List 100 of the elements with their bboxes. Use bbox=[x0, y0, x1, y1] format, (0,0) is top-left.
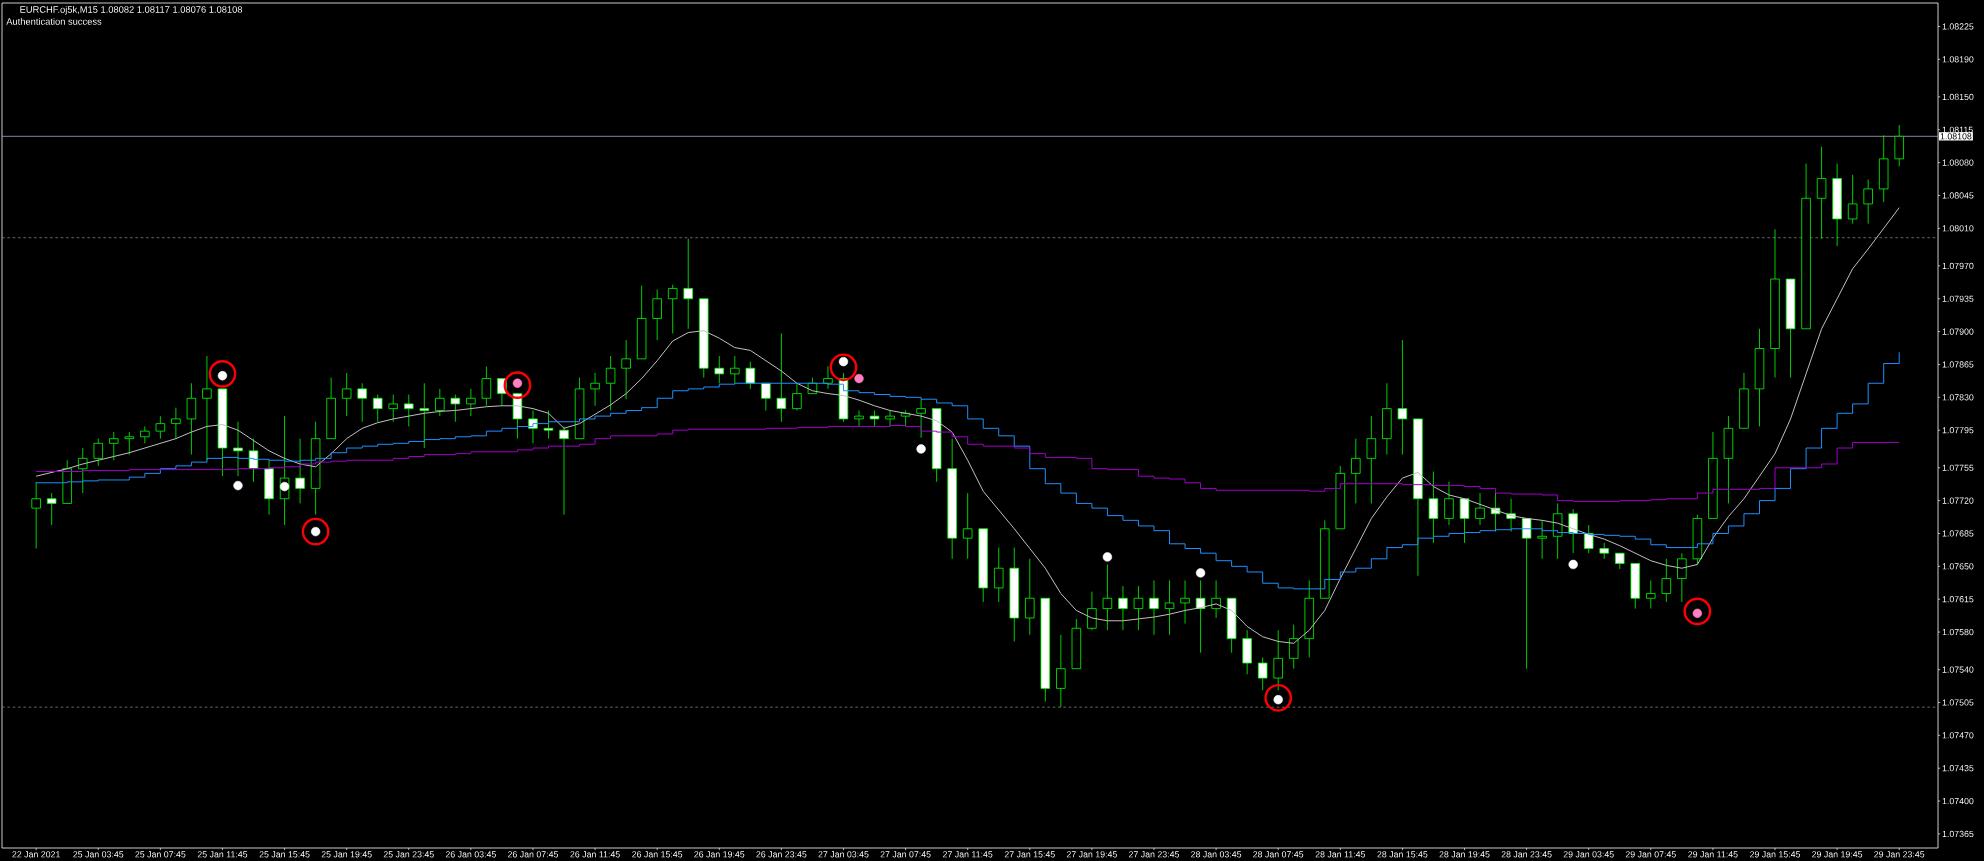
candlestick bbox=[372, 394, 383, 423]
candlestick bbox=[559, 426, 569, 516]
candlestick bbox=[186, 382, 197, 455]
candlestick bbox=[1739, 372, 1749, 429]
point bbox=[838, 356, 849, 367]
candlestick bbox=[1646, 580, 1656, 609]
candlestick bbox=[699, 298, 709, 379]
candlestick bbox=[1195, 580, 1206, 654]
x-tick-label: 25 Jan 11:45 bbox=[197, 851, 248, 858]
candlestick bbox=[1754, 328, 1765, 427]
candlestick bbox=[869, 410, 880, 427]
y-tick-label: 1.08045 bbox=[1942, 192, 1974, 199]
x-tick-label: 27 Jan 11:45 bbox=[943, 851, 993, 858]
candlestick bbox=[605, 355, 616, 411]
candlestick bbox=[1894, 124, 1904, 167]
candlestick bbox=[574, 377, 585, 440]
y-tick-label: 1.07470 bbox=[1942, 732, 1974, 739]
candlestick bbox=[1149, 580, 1159, 636]
candlestick bbox=[1397, 339, 1408, 455]
x-tick-label: 27 Jan 19:45 bbox=[1066, 851, 1117, 858]
point bbox=[854, 373, 864, 384]
x-tick-label: 26 Jan 23:45 bbox=[756, 851, 807, 858]
x-tick-label: 29 Jan 11:45 bbox=[1688, 851, 1738, 858]
x-tick-label: 27 Jan 23:45 bbox=[1128, 851, 1180, 858]
y-tick-label: 1.07580 bbox=[1942, 628, 1974, 636]
x-tick-label: 25 Jan 07:45 bbox=[135, 851, 186, 858]
x-tick-label: 26 Jan 15:45 bbox=[632, 851, 683, 858]
candlestick bbox=[730, 355, 740, 384]
candlestick bbox=[140, 426, 150, 444]
point bbox=[916, 444, 926, 454]
candlestick bbox=[885, 410, 895, 427]
candlestick bbox=[1071, 618, 1082, 670]
y-tick-label: 1.07795 bbox=[1942, 427, 1974, 434]
candlestick bbox=[1568, 508, 1578, 554]
candlestick bbox=[326, 377, 336, 440]
x-tick-label: 28 Jan 23:45 bbox=[1501, 851, 1552, 858]
y-tick-label: 1.08115 bbox=[1942, 126, 1973, 133]
x-tick-label: 26 Jan 11:45 bbox=[570, 851, 620, 858]
candlestick bbox=[1583, 524, 1594, 554]
candlestick bbox=[745, 361, 756, 390]
candlestick bbox=[404, 394, 414, 427]
candlestick bbox=[357, 382, 367, 423]
y-tick-label: 1.07400 bbox=[1942, 797, 1974, 805]
candlestick bbox=[419, 382, 430, 449]
candlestick bbox=[1878, 134, 1889, 203]
candlestick bbox=[1056, 634, 1066, 708]
candlestick bbox=[295, 438, 305, 504]
y-tick-label: 1.07650 bbox=[1942, 563, 1974, 570]
candlestick bbox=[31, 481, 41, 549]
y-tick-label: 1.07900 bbox=[1942, 328, 1974, 335]
candlestick bbox=[1475, 492, 1485, 526]
candlestick bbox=[1615, 552, 1625, 570]
candlestick bbox=[1537, 519, 1547, 560]
x-tick-label: 28 Jan 03:45 bbox=[1191, 851, 1242, 858]
candlestick bbox=[792, 382, 802, 411]
x-tick-label: 28 Jan 19:45 bbox=[1439, 851, 1490, 858]
candlestick bbox=[233, 421, 243, 477]
candlestick bbox=[1180, 580, 1190, 624]
candlestick bbox=[931, 408, 942, 483]
x-tick-label: 28 Jan 15:45 bbox=[1377, 851, 1428, 858]
candlestick bbox=[1351, 438, 1361, 504]
x-tick-label: 25 Jan 03:45 bbox=[73, 851, 124, 858]
candlestick bbox=[1723, 415, 1734, 504]
candlestick bbox=[1382, 382, 1392, 455]
candlestick bbox=[1164, 580, 1175, 636]
ref-line-label: 1.08108 bbox=[1940, 133, 1972, 140]
candlestick bbox=[481, 365, 492, 407]
y-tick-label: 1.08190 bbox=[1942, 56, 1974, 63]
candlestick bbox=[1273, 629, 1283, 691]
x-tick-label: 29 Jan 15:45 bbox=[1750, 851, 1801, 858]
candlestick bbox=[854, 410, 864, 427]
candlestick bbox=[466, 388, 476, 417]
candlestick bbox=[1801, 163, 1811, 330]
candlestick bbox=[1677, 552, 1687, 603]
candlestick bbox=[1040, 597, 1051, 702]
candlestick bbox=[1242, 629, 1252, 675]
candlestick bbox=[388, 394, 398, 423]
x-tick-label: 28 Jan 07:45 bbox=[1253, 851, 1304, 858]
candlestick bbox=[1288, 624, 1299, 670]
candlestick bbox=[1320, 519, 1330, 599]
y-tick-label: 1.07435 bbox=[1942, 765, 1974, 772]
candlestick bbox=[341, 372, 352, 417]
candlestick bbox=[77, 447, 88, 494]
x-tick-label: 26 Jan 03:45 bbox=[445, 851, 496, 858]
x-tick-label: 25 Jan 19:45 bbox=[321, 851, 372, 858]
point bbox=[279, 481, 290, 492]
candlestick bbox=[993, 547, 1004, 603]
y-tick-label: 1.07365 bbox=[1942, 830, 1974, 838]
y-tick-label: 1.07685 bbox=[1942, 530, 1974, 537]
candlestick bbox=[450, 394, 461, 423]
x-tick-label: 29 Jan 07:45 bbox=[1625, 851, 1676, 858]
candlestick bbox=[1444, 481, 1454, 526]
x-tick-label: 27 Jan 15:45 bbox=[1004, 851, 1055, 858]
y-tick-label: 1.07540 bbox=[1942, 666, 1974, 673]
candlestick bbox=[171, 407, 181, 440]
candlestick bbox=[1118, 585, 1128, 631]
candlestick bbox=[264, 459, 274, 516]
candlestick bbox=[1102, 564, 1113, 631]
candlestick bbox=[652, 288, 662, 341]
point bbox=[233, 480, 243, 491]
